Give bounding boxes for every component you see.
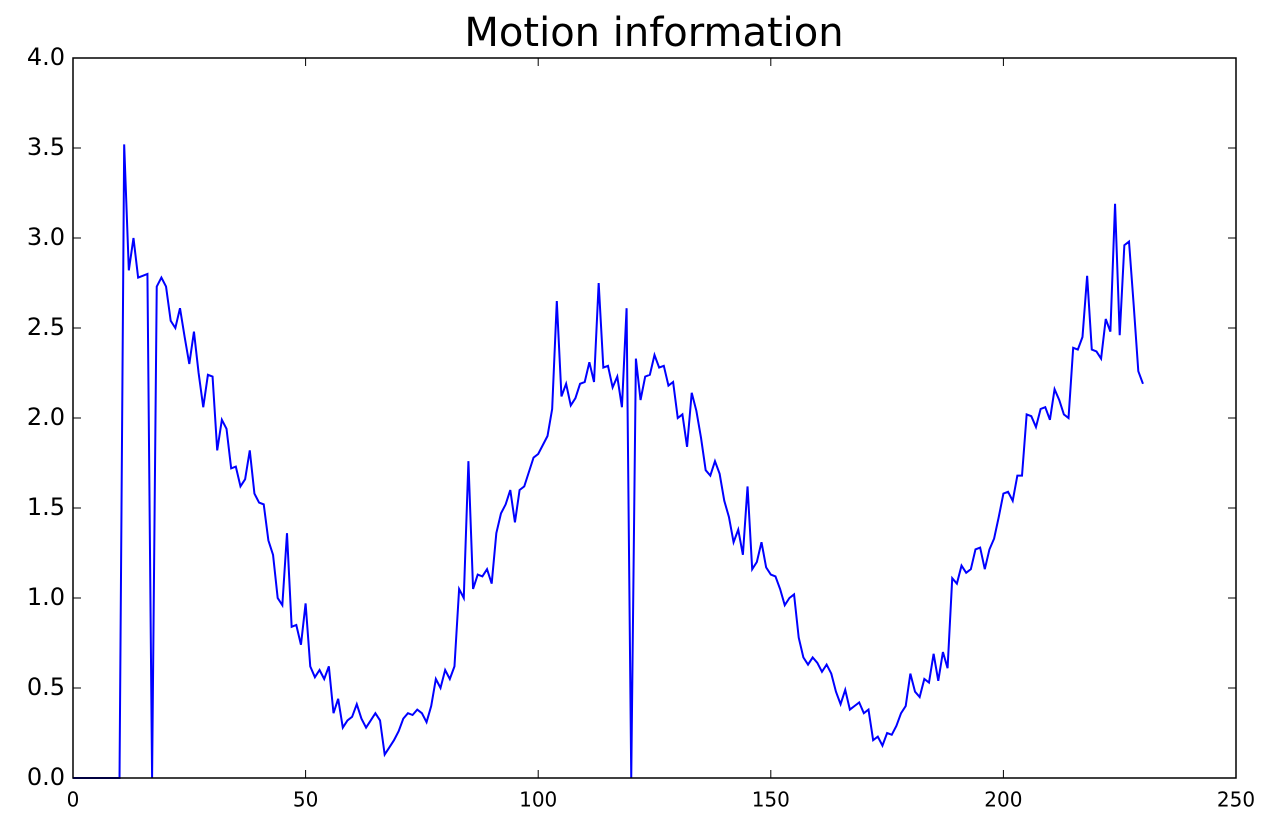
x-tick-label: 100 (519, 788, 557, 812)
y-tick-label: 0.5 (27, 673, 65, 701)
plot-frame (72, 57, 1237, 779)
y-tick-label: 1.5 (27, 493, 65, 521)
y-tick-label: 2.5 (27, 313, 65, 341)
y-tick-label: 4.0 (27, 43, 65, 71)
x-tick-label: 150 (752, 788, 790, 812)
x-tick-label: 0 (67, 788, 80, 812)
y-tick-label: 1.0 (27, 583, 65, 611)
x-tick-label: 50 (293, 788, 318, 812)
data-line (73, 144, 1144, 779)
x-tick-label: 200 (984, 788, 1022, 812)
y-tick-label: 0.0 (27, 763, 65, 791)
y-tick-label: 3.5 (27, 133, 65, 161)
y-tick-label: 3.0 (27, 223, 65, 251)
chart-title: Motion information (464, 10, 843, 56)
x-tick-label: 250 (1217, 788, 1255, 812)
y-tick-label: 2.0 (27, 403, 65, 431)
